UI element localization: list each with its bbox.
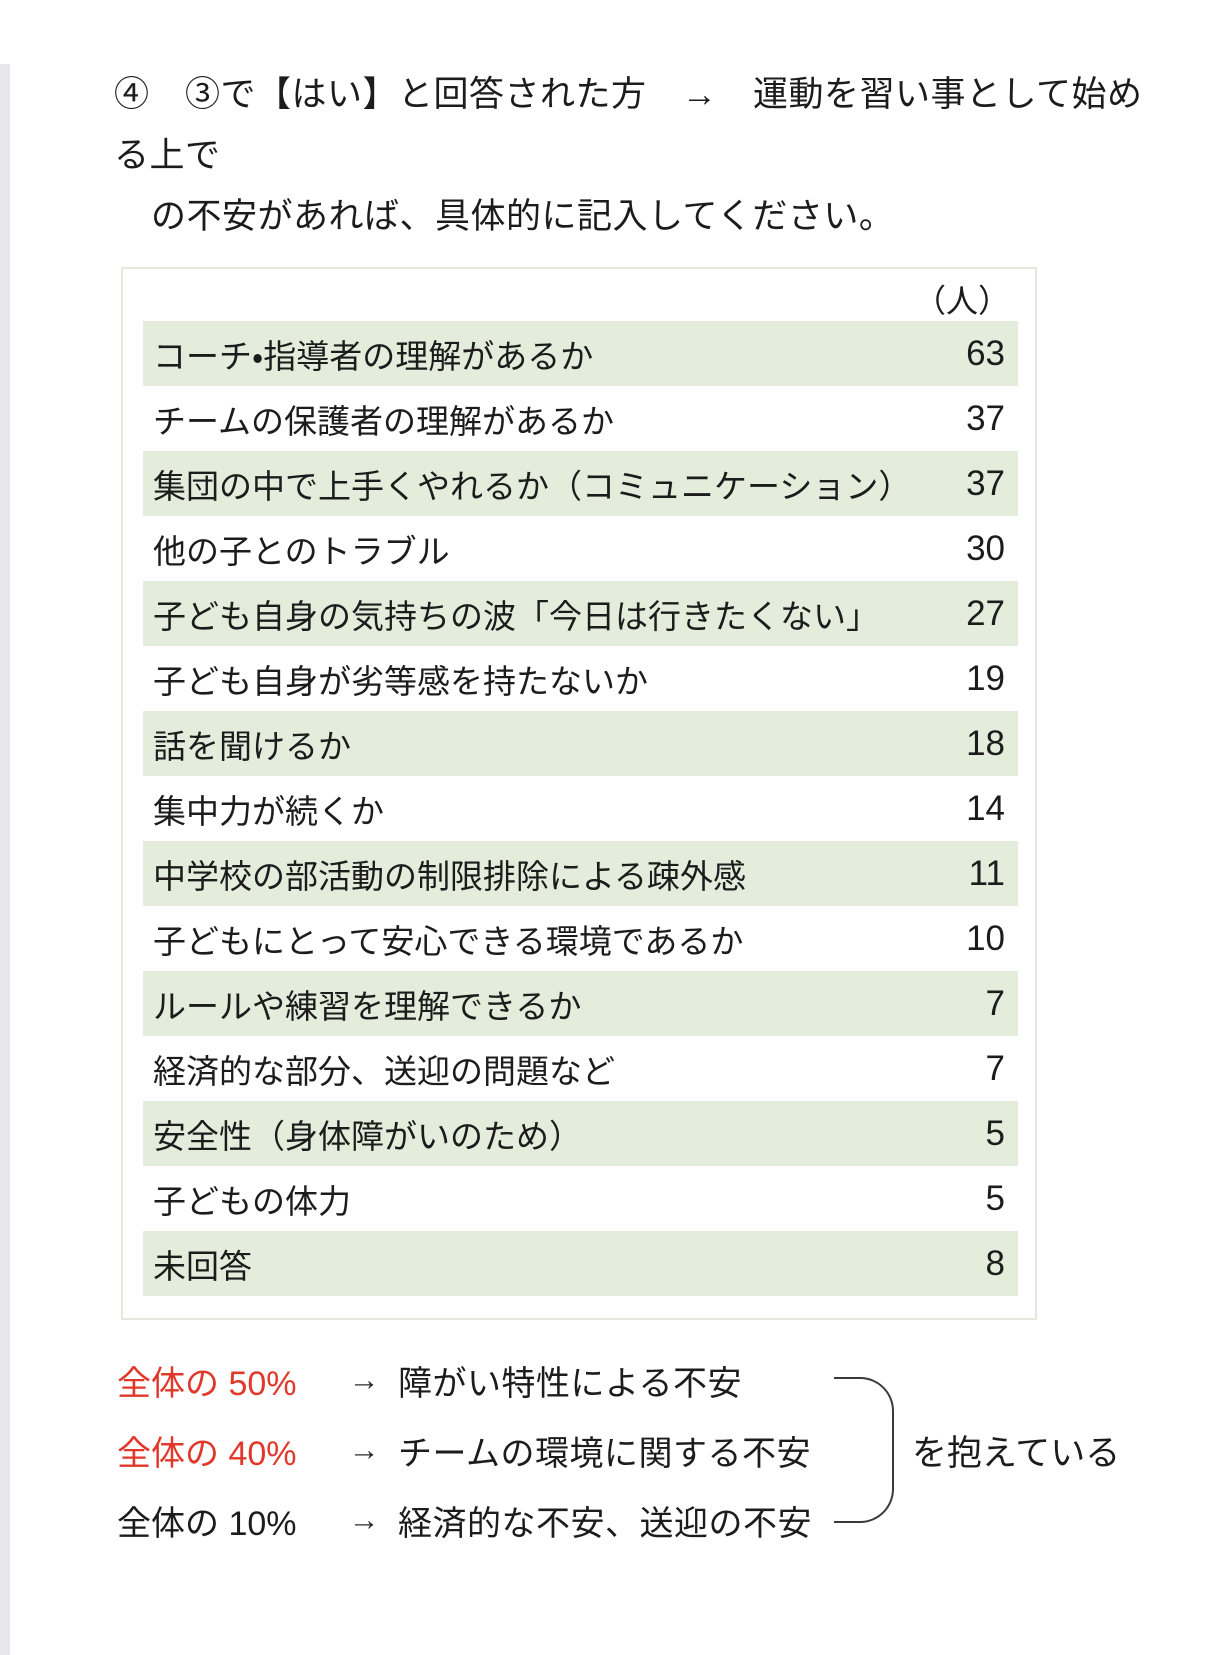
summary-portion: 全体の 50%	[117, 1364, 297, 1403]
row-label: 集団の中で上手くやれるか（コミュニケーション）	[153, 467, 912, 505]
row-label: 中学校の部活動の制限排除による疎外感	[153, 857, 747, 895]
row-value: 5	[985, 1113, 1005, 1153]
row-value: 19	[966, 658, 1005, 698]
page-edge-strip	[0, 64, 10, 1655]
unit-header: （人）	[913, 283, 1010, 319]
arrow-icon: →	[348, 1432, 380, 1467]
table-row: ルールや練習を理解できるか 7	[143, 971, 1018, 1036]
row-value: 7	[985, 983, 1005, 1023]
row-value: 5	[985, 1178, 1005, 1218]
row-label: 他の子とのトラブル	[153, 532, 450, 570]
summary-portion: 全体の 40%	[117, 1434, 297, 1473]
table-row: 中学校の部活動の制限排除による疎外感 11	[143, 841, 1018, 906]
summary-line: 全体の 40% → チームの環境に関する不安	[117, 1415, 812, 1485]
table-row: 子どもの体力 5	[143, 1166, 1018, 1231]
responses-rows: コーチ・指導者の理解があるか 63 チームの保護者の理解があるか 37 集団の中…	[143, 321, 1018, 1296]
table-row: コーチ・指導者の理解があるか 63	[143, 321, 1018, 386]
table-row: 集中力が続くか 14	[143, 776, 1018, 841]
row-label: 子どもにとって安心できる環境であるか	[153, 922, 744, 960]
table-row: 話を聞けるか 18	[143, 711, 1018, 776]
table-row: 子ども自身の気持ちの波「今日は行きたくない」 27	[143, 581, 1018, 646]
summary-lines: 全体の 50% → 障がい特性による不安 全体の 40% → チームの環境に関す…	[117, 1345, 812, 1555]
arrow-icon: →	[348, 1362, 380, 1397]
summary-section: 全体の 50% → 障がい特性による不安 全体の 40% → チームの環境に関す…	[117, 1345, 1215, 1555]
table-row: 子ども自身が劣等感を持たないか 19	[143, 646, 1018, 711]
summary-description: 経済的な不安、送迎の不安	[398, 1504, 812, 1543]
table-row: 経済的な部分、送迎の問題など 7	[143, 1036, 1018, 1101]
summary-portion: 全体の 10%	[117, 1504, 297, 1543]
summary-line: 全体の 50% → 障がい特性による不安	[117, 1345, 812, 1415]
table-row: チームの保護者の理解があるか 37	[143, 386, 1018, 451]
row-value: 37	[966, 463, 1005, 503]
responses-table: （人） コーチ・指導者の理解があるか 63 チームの保護者の理解があるか 37 …	[121, 267, 1037, 1320]
row-label: 子ども自身が劣等感を持たないか	[153, 662, 648, 700]
arrow-icon: →	[348, 1502, 380, 1537]
summary-line: 全体の 10% → 経済的な不安、送迎の不安	[117, 1485, 812, 1555]
row-label: 子ども自身の気持ちの波「今日は行きたくない」	[153, 597, 879, 635]
grouping-bracket	[834, 1377, 894, 1523]
summary-description: チームの環境に関する不安	[398, 1434, 811, 1473]
row-label: コーチ・指導者の理解があるか	[153, 337, 594, 375]
row-value: 30	[966, 528, 1005, 568]
row-value: 63	[966, 333, 1005, 373]
row-label: 話を聞けるか	[153, 727, 351, 765]
row-label: 経済的な部分、送迎の問題など	[153, 1052, 615, 1090]
row-value: 10	[966, 918, 1005, 958]
question-heading: ④ ③で【はい】と回答された方 → 運動を習い事として始める上で の不安があれば…	[114, 64, 1155, 247]
summary-description: 障がい特性による不安	[398, 1364, 742, 1403]
row-label: 未回答	[153, 1247, 252, 1285]
table-row: 他の子とのトラブル 30	[143, 516, 1018, 581]
row-label: ルールや練習を理解できるか	[153, 987, 582, 1025]
table-row: 未回答 8	[143, 1231, 1018, 1296]
table-row: 子どもにとって安心できる環境であるか 10	[143, 906, 1018, 971]
table-row: 安全性（身体障がいのため） 5	[143, 1101, 1018, 1166]
row-value: 14	[966, 788, 1005, 828]
table-row: 集団の中で上手くやれるか（コミュニケーション） 37	[143, 451, 1018, 516]
question-heading-line2: の不安があれば、具体的に記入してください。	[151, 197, 895, 236]
row-label: 集中力が続くか	[153, 792, 384, 830]
question-heading-line1: ④ ③で【はい】と回答された方 → 運動を習い事として始める上で	[114, 75, 1143, 175]
row-label: 安全性（身体障がいのため）	[153, 1117, 582, 1155]
row-value: 18	[966, 723, 1005, 763]
row-label: チームの保護者の理解があるか	[153, 402, 615, 440]
row-value: 7	[985, 1048, 1005, 1088]
summary-conclusion: を抱えている	[912, 1433, 1121, 1473]
row-value: 27	[966, 593, 1005, 633]
row-label: 子どもの体力	[153, 1182, 351, 1220]
row-value: 8	[985, 1243, 1005, 1283]
row-value: 37	[966, 398, 1005, 438]
row-value: 11	[968, 853, 1005, 893]
